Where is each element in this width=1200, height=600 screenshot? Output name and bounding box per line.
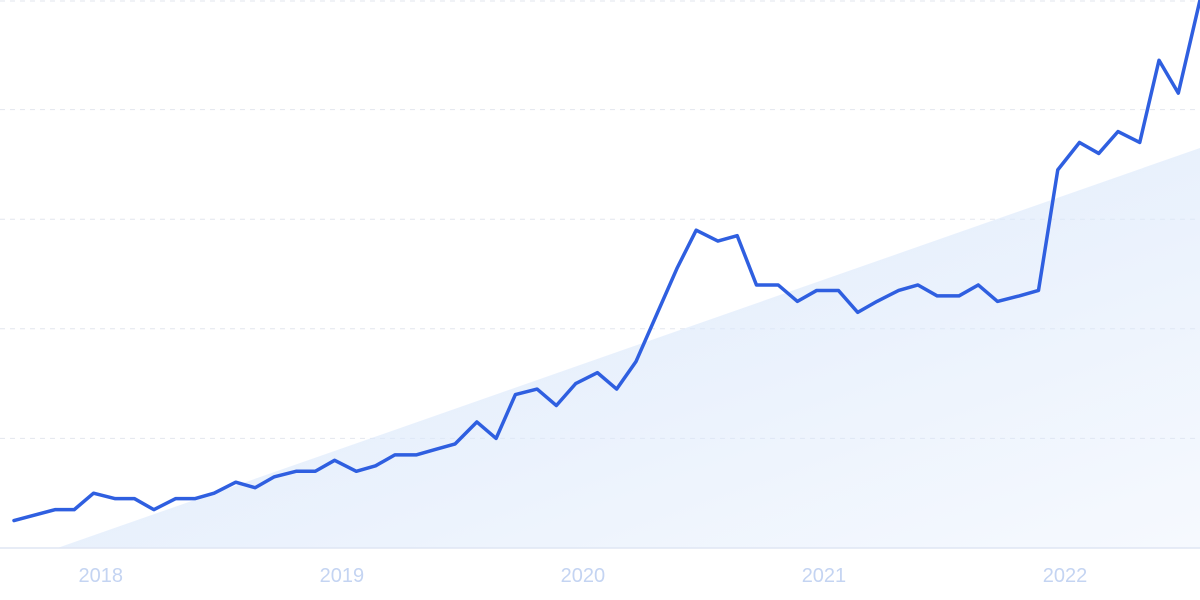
x-tick-label: 2019 (320, 565, 365, 587)
x-tick-label: 2021 (802, 565, 847, 587)
x-tick-label: 2020 (561, 565, 606, 587)
x-tick-label: 2022 (1043, 565, 1088, 587)
x-axis-ticks: 2018 2019 2020 2021 2022 (79, 565, 1088, 587)
series-points (13, 0, 1200, 521)
trend-area (57, 147, 1200, 548)
x-tick-label: 2018 (79, 565, 124, 587)
